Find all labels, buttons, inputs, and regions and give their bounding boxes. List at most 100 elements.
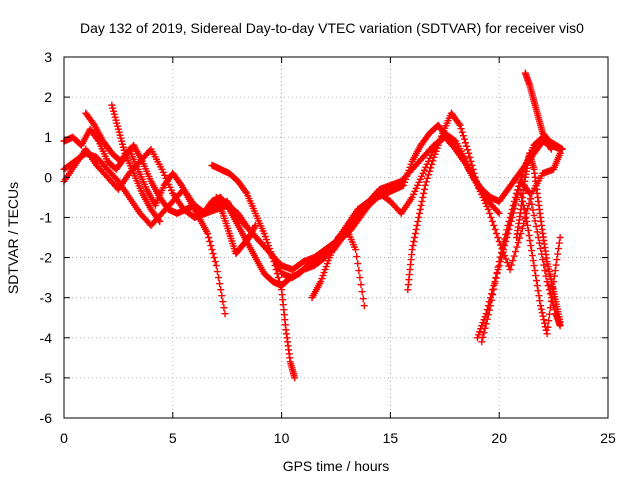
data-point	[491, 280, 499, 288]
data-point	[498, 244, 506, 252]
data-point	[525, 188, 533, 196]
data-point	[519, 197, 527, 205]
data-point	[549, 284, 557, 292]
x-tick-label: 5	[169, 430, 177, 446]
data-point	[458, 128, 466, 136]
data-point	[552, 261, 560, 269]
data-point	[417, 201, 425, 209]
data-point	[155, 216, 163, 224]
data-point	[532, 272, 540, 280]
y-tick-label: 0	[44, 169, 52, 185]
data-point	[483, 315, 491, 323]
data-point	[415, 213, 423, 221]
data-point	[414, 217, 422, 225]
data-point	[518, 224, 526, 232]
data-point	[504, 221, 512, 229]
data-point	[518, 172, 526, 180]
x-tick-label: 10	[274, 430, 290, 446]
data-point	[522, 213, 530, 221]
data-point	[507, 261, 515, 269]
data-point	[358, 288, 366, 296]
data-point	[546, 304, 554, 312]
data-point	[494, 208, 502, 216]
data-point	[218, 292, 226, 300]
y-tick-label: -5	[40, 370, 53, 386]
data-point	[507, 209, 515, 217]
data-point	[502, 230, 510, 238]
data-point	[472, 177, 480, 185]
data-point	[516, 179, 524, 187]
y-tick-label: -4	[40, 330, 53, 346]
data-point	[555, 239, 563, 247]
data-point	[524, 226, 532, 234]
data-point	[460, 135, 468, 143]
data-point	[270, 258, 278, 266]
data-point	[450, 136, 458, 144]
data-point	[518, 193, 526, 201]
data-point	[530, 262, 538, 270]
y-tick-label: 3	[44, 49, 52, 65]
data-point	[508, 205, 516, 213]
data-point	[455, 120, 463, 128]
data-point	[156, 217, 164, 225]
data-point	[531, 217, 539, 225]
data-point	[456, 121, 464, 129]
data-point	[471, 173, 479, 181]
data-point	[523, 217, 531, 225]
data-point	[520, 205, 528, 213]
data-point	[515, 182, 523, 190]
data-point	[501, 235, 509, 243]
grid-lines	[64, 57, 608, 418]
data-point	[355, 267, 363, 275]
data-point	[422, 178, 430, 186]
chart-title: Day 132 of 2019, Sidereal Day-to-day VTE…	[80, 20, 584, 36]
data-point	[488, 290, 496, 298]
data-point	[411, 229, 419, 237]
data-point	[528, 252, 536, 260]
data-point	[273, 270, 281, 278]
data-point	[219, 298, 227, 306]
data-point	[277, 282, 285, 290]
data-point	[534, 287, 542, 295]
x-tick-label: 25	[600, 430, 616, 446]
data-point	[514, 239, 522, 247]
data-point	[466, 153, 474, 161]
data-point	[275, 278, 283, 286]
data-point	[547, 145, 555, 153]
data-point	[269, 254, 277, 262]
data-point	[543, 330, 551, 338]
data-point	[505, 217, 513, 225]
data-point	[207, 242, 215, 250]
data-point	[524, 204, 532, 212]
data-point	[490, 285, 498, 293]
series-sat-e	[108, 101, 164, 225]
data-point	[214, 274, 222, 282]
data-point	[510, 252, 518, 260]
data-point	[502, 255, 510, 263]
data-point	[487, 213, 495, 221]
data-point	[529, 206, 537, 214]
data-point	[496, 253, 504, 261]
axis-tick-labels: 0 5 10 15 20 25 -6 -5 -4 -3 -2 -1 0 1 2 3	[40, 49, 616, 446]
y-tick-label: 2	[44, 89, 52, 105]
data-point	[468, 161, 476, 169]
data-point	[529, 257, 537, 265]
data-point	[478, 338, 486, 346]
data-point	[509, 257, 517, 265]
data-point	[517, 175, 525, 183]
data-point	[354, 260, 362, 268]
data-point	[514, 186, 522, 194]
data-point	[551, 267, 559, 275]
data-point	[553, 256, 561, 264]
y-tick-label: -2	[40, 250, 53, 266]
data-point	[531, 267, 539, 275]
data-point	[176, 180, 184, 188]
data-point	[510, 197, 518, 205]
data-point	[506, 266, 514, 274]
data-point	[521, 209, 529, 217]
data-point	[554, 245, 562, 253]
data-point	[416, 205, 424, 213]
data-point	[482, 320, 490, 328]
data-point	[491, 225, 499, 233]
